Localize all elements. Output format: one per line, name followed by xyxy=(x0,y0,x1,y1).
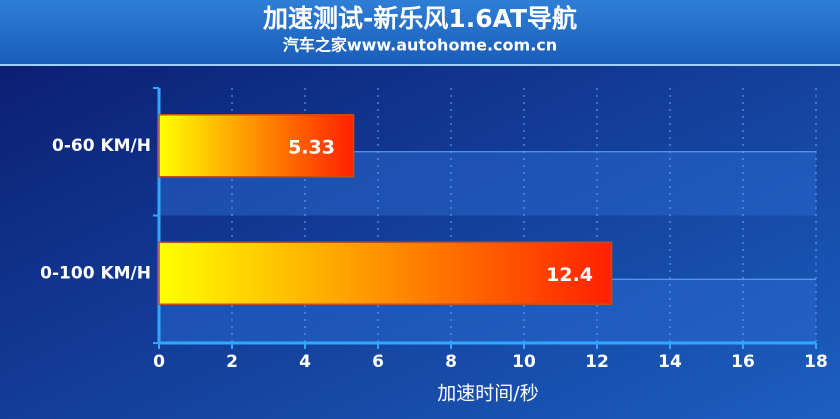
x-tick-label: 18 xyxy=(804,352,828,372)
x-tick-label: 14 xyxy=(658,352,682,372)
y-tick-label: 0-60 KM/H xyxy=(52,136,151,156)
x-tick-label: 4 xyxy=(299,352,311,372)
x-tick-label: 2 xyxy=(226,352,238,372)
x-tick-label: 8 xyxy=(445,352,457,372)
chart-title: 加速测试-新乐风1.6AT导航 xyxy=(262,4,577,33)
value-label: 5.33 xyxy=(288,136,335,158)
x-tick-label: 0 xyxy=(153,352,165,372)
x-tick-label: 12 xyxy=(585,352,609,372)
y-tick-label: 0-100 KM/H xyxy=(40,263,151,283)
x-axis-label: 加速时间/秒 xyxy=(437,383,538,405)
plot: 0 2 4 6 8 10 12 14 16 18 0-60 KM/H 5.33 0-100 KM/H 12… xyxy=(40,87,828,372)
bar xyxy=(158,114,355,178)
x-tick-label: 6 xyxy=(372,352,384,372)
x-tick-label: 10 xyxy=(512,352,536,372)
chart-subtitle: 汽车之家www.autohome.com.cn xyxy=(283,36,557,55)
x-tick-label: 16 xyxy=(731,352,755,372)
bar xyxy=(158,241,613,305)
value-label: 12.4 xyxy=(546,264,593,286)
header xyxy=(0,0,840,64)
